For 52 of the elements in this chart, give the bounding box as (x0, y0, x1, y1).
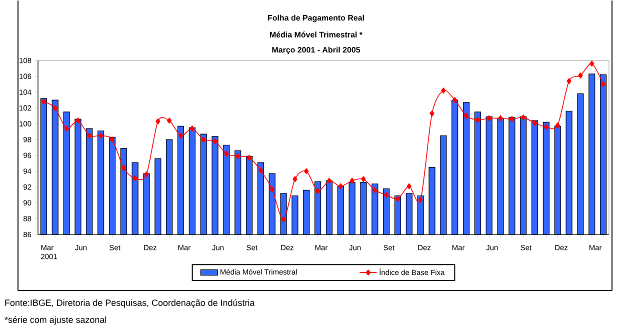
point (110, 136, 115, 143)
point (590, 60, 594, 67)
point (510, 116, 514, 122)
point (578, 72, 583, 79)
point (441, 88, 446, 94)
point (190, 125, 195, 132)
point (64, 125, 69, 132)
point (521, 114, 526, 120)
point (350, 178, 354, 184)
point (132, 175, 138, 182)
point (144, 171, 149, 178)
point (236, 153, 240, 160)
point (452, 97, 458, 104)
point (326, 178, 332, 184)
source-note: Fonte:IBGE, Diretoria de Pesquisas, Coordenação de Indústria (5, 299, 255, 308)
point (395, 196, 400, 202)
point (430, 110, 434, 116)
point (52, 104, 58, 111)
point (384, 192, 389, 198)
point (600, 81, 606, 88)
point (121, 165, 126, 172)
point (156, 118, 160, 124)
point (212, 138, 218, 144)
point (555, 122, 560, 128)
point (166, 118, 172, 124)
point (315, 188, 320, 194)
point (281, 216, 286, 222)
point (372, 187, 378, 194)
point (246, 154, 252, 161)
point (486, 115, 492, 122)
point (270, 186, 274, 192)
point (418, 196, 423, 203)
point (475, 116, 480, 123)
point (98, 132, 104, 139)
point (498, 115, 503, 122)
point (338, 183, 343, 190)
point (87, 132, 92, 139)
point (292, 176, 298, 182)
point (201, 136, 206, 143)
point (532, 120, 538, 126)
point (258, 167, 264, 174)
point (406, 183, 412, 190)
point (304, 168, 309, 174)
point (566, 78, 572, 84)
point (41, 98, 46, 105)
point (464, 112, 469, 119)
text: *série com ajuste sazonal (4, 316, 106, 325)
point (178, 132, 184, 139)
point (544, 124, 549, 130)
point (361, 176, 366, 182)
point (224, 150, 229, 157)
point (76, 118, 80, 124)
